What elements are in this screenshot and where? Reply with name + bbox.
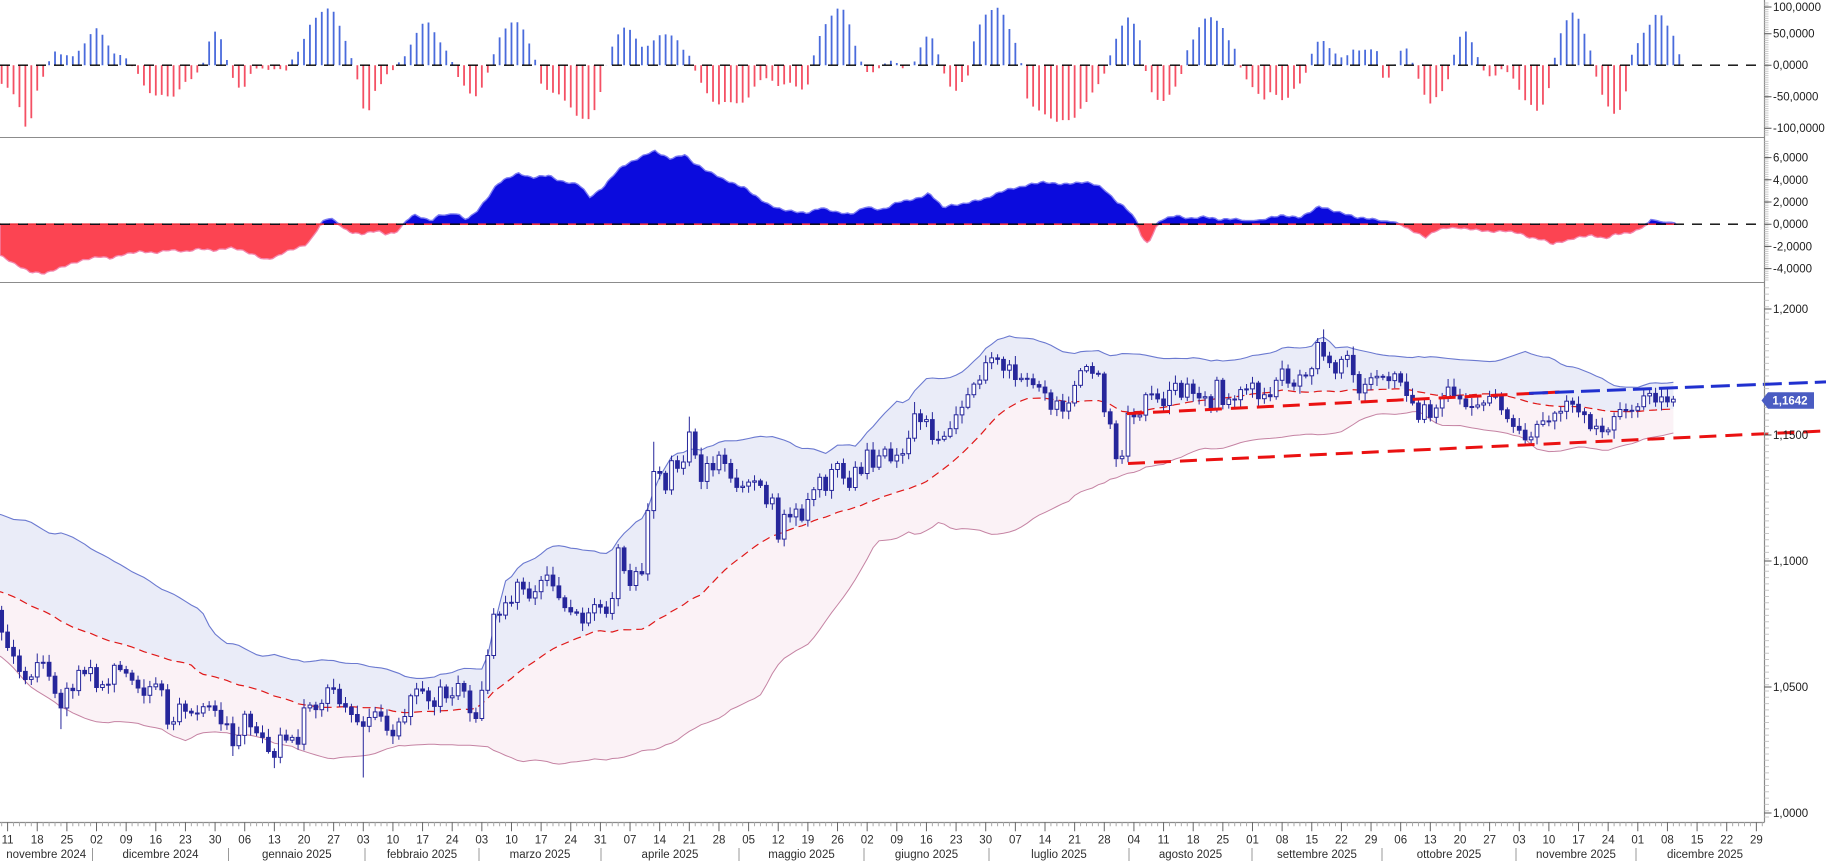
svg-text:08: 08 bbox=[1661, 835, 1674, 847]
svg-text:maggio 2025: maggio 2025 bbox=[768, 849, 835, 861]
svg-text:24: 24 bbox=[1602, 835, 1615, 847]
svg-text:02: 02 bbox=[90, 835, 103, 847]
svg-text:novembre 2024: novembre 2024 bbox=[6, 849, 87, 861]
svg-text:ottobre 2025: ottobre 2025 bbox=[1417, 849, 1482, 861]
svg-text:27: 27 bbox=[1483, 835, 1496, 847]
svg-text:giugno 2025: giugno 2025 bbox=[895, 849, 958, 861]
svg-text:16: 16 bbox=[149, 835, 162, 847]
svg-text:10: 10 bbox=[505, 835, 518, 847]
svg-text:24: 24 bbox=[446, 835, 459, 847]
svg-text:19: 19 bbox=[802, 835, 815, 847]
svg-text:11: 11 bbox=[1158, 835, 1170, 847]
svg-text:novembre 2025: novembre 2025 bbox=[1536, 849, 1616, 861]
svg-text:01: 01 bbox=[1631, 835, 1644, 847]
svg-text:-2,0000: -2,0000 bbox=[1773, 241, 1812, 253]
svg-text:14: 14 bbox=[653, 835, 666, 847]
svg-text:0,0000: 0,0000 bbox=[1773, 60, 1808, 72]
svg-text:09: 09 bbox=[120, 835, 133, 847]
svg-text:febbraio 2025: febbraio 2025 bbox=[387, 849, 457, 861]
svg-text:14: 14 bbox=[1039, 835, 1052, 847]
svg-text:07: 07 bbox=[1009, 835, 1022, 847]
svg-text:29: 29 bbox=[1750, 835, 1763, 847]
svg-text:25: 25 bbox=[61, 835, 74, 847]
svg-text:22: 22 bbox=[1335, 835, 1348, 847]
svg-text:13: 13 bbox=[268, 835, 281, 847]
svg-text:31: 31 bbox=[594, 835, 607, 847]
svg-text:30: 30 bbox=[209, 835, 222, 847]
svg-text:-50,0000: -50,0000 bbox=[1773, 92, 1818, 104]
svg-text:6,0000: 6,0000 bbox=[1773, 153, 1808, 165]
svg-text:08: 08 bbox=[1276, 835, 1289, 847]
svg-text:03: 03 bbox=[475, 835, 488, 847]
svg-text:01: 01 bbox=[1246, 835, 1259, 847]
svg-text:26: 26 bbox=[831, 835, 844, 847]
svg-text:4,0000: 4,0000 bbox=[1773, 175, 1808, 187]
svg-text:15: 15 bbox=[1691, 835, 1704, 847]
svg-text:11: 11 bbox=[2, 835, 14, 847]
svg-text:09: 09 bbox=[890, 835, 903, 847]
svg-text:1,0000: 1,0000 bbox=[1773, 808, 1808, 820]
svg-text:17: 17 bbox=[416, 835, 429, 847]
svg-text:marzo 2025: marzo 2025 bbox=[510, 849, 571, 861]
svg-text:aprile 2025: aprile 2025 bbox=[642, 849, 699, 861]
svg-text:18: 18 bbox=[31, 835, 44, 847]
svg-text:15: 15 bbox=[1305, 835, 1318, 847]
svg-text:-4,0000: -4,0000 bbox=[1773, 264, 1812, 276]
svg-text:02: 02 bbox=[861, 835, 874, 847]
svg-text:17: 17 bbox=[1572, 835, 1585, 847]
svg-text:07: 07 bbox=[624, 835, 637, 847]
svg-text:-100,0000: -100,0000 bbox=[1773, 123, 1825, 135]
svg-text:2,0000: 2,0000 bbox=[1773, 197, 1808, 209]
svg-text:10: 10 bbox=[1543, 835, 1556, 847]
svg-text:100,0000: 100,0000 bbox=[1773, 2, 1821, 14]
svg-text:24: 24 bbox=[564, 835, 577, 847]
svg-text:21: 21 bbox=[1068, 835, 1081, 847]
svg-text:20: 20 bbox=[298, 835, 311, 847]
svg-text:21: 21 bbox=[683, 835, 696, 847]
svg-text:1,1000: 1,1000 bbox=[1773, 556, 1808, 568]
svg-text:03: 03 bbox=[357, 835, 370, 847]
svg-text:1,1500: 1,1500 bbox=[1773, 430, 1808, 442]
svg-text:18: 18 bbox=[1187, 835, 1200, 847]
svg-text:settembre 2025: settembre 2025 bbox=[1277, 849, 1357, 861]
svg-text:10: 10 bbox=[387, 835, 400, 847]
svg-text:05: 05 bbox=[742, 835, 755, 847]
svg-text:23: 23 bbox=[179, 835, 192, 847]
svg-text:28: 28 bbox=[713, 835, 726, 847]
svg-text:1,0500: 1,0500 bbox=[1773, 682, 1808, 694]
svg-text:06: 06 bbox=[238, 835, 251, 847]
svg-text:22: 22 bbox=[1720, 835, 1733, 847]
svg-text:17: 17 bbox=[535, 835, 548, 847]
svg-text:23: 23 bbox=[950, 835, 963, 847]
svg-text:dicembre 2024: dicembre 2024 bbox=[122, 849, 199, 861]
svg-text:20: 20 bbox=[1454, 835, 1467, 847]
svg-text:27: 27 bbox=[327, 835, 340, 847]
svg-text:28: 28 bbox=[1098, 835, 1111, 847]
svg-text:29: 29 bbox=[1365, 835, 1378, 847]
svg-text:16: 16 bbox=[920, 835, 933, 847]
svg-text:gennaio 2025: gennaio 2025 bbox=[262, 849, 332, 861]
svg-text:30: 30 bbox=[979, 835, 992, 847]
svg-text:03: 03 bbox=[1513, 835, 1526, 847]
svg-text:25: 25 bbox=[1216, 835, 1229, 847]
svg-text:agosto 2025: agosto 2025 bbox=[1159, 849, 1222, 861]
svg-text:04: 04 bbox=[1128, 835, 1141, 847]
svg-text:50,0000: 50,0000 bbox=[1773, 29, 1815, 41]
svg-text:0,0000: 0,0000 bbox=[1773, 219, 1808, 231]
svg-text:1,1642: 1,1642 bbox=[1772, 396, 1807, 408]
svg-text:luglio 2025: luglio 2025 bbox=[1031, 849, 1087, 861]
svg-text:06: 06 bbox=[1394, 835, 1407, 847]
svg-text:1,2000: 1,2000 bbox=[1773, 304, 1808, 316]
svg-text:12: 12 bbox=[772, 835, 785, 847]
svg-text:13: 13 bbox=[1424, 835, 1437, 847]
svg-text:dicembre 2025: dicembre 2025 bbox=[1667, 849, 1743, 861]
